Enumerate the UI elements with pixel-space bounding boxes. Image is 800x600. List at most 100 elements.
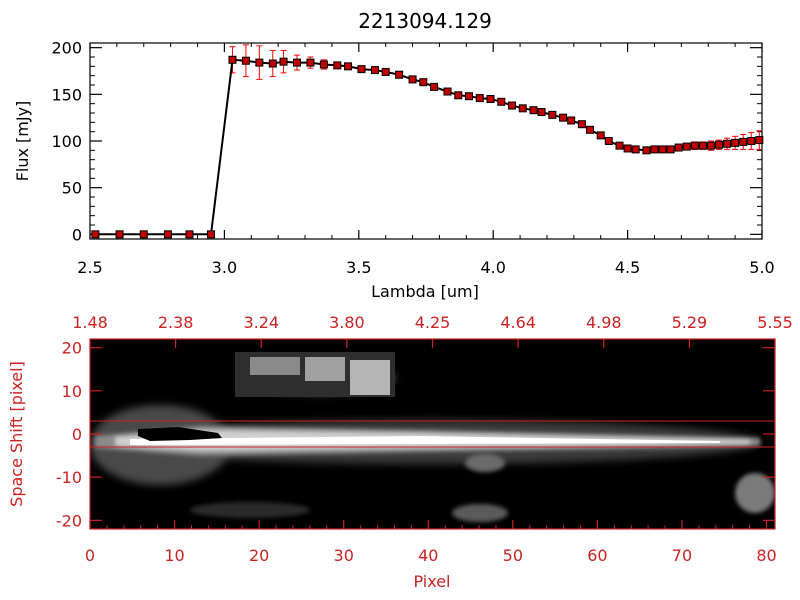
data-point-marker — [268, 59, 277, 68]
data-point-marker — [682, 142, 691, 151]
extraction-lines — [90, 420, 775, 448]
image-top-tick-label: 4.25 — [415, 313, 451, 332]
data-point-marker — [370, 66, 379, 75]
data-point-marker — [739, 137, 748, 146]
data-point-marker — [747, 137, 756, 145]
image-top-tick-label: 4.64 — [500, 313, 536, 332]
data-point-marker — [537, 108, 546, 117]
image-x-tick-label: 20 — [249, 546, 269, 565]
y-tick-label: 100 — [51, 132, 82, 151]
image-top-tick-label: 3.24 — [243, 313, 279, 332]
image-y-axis-label: Space Shift [pixel] — [7, 361, 26, 507]
data-point-marker — [642, 146, 651, 155]
spectrum-line — [95, 58, 760, 236]
data-point-marker — [333, 61, 342, 70]
data-point-marker — [508, 101, 517, 110]
data-point-marker — [529, 106, 538, 115]
x-tick-label: 2.5 — [77, 258, 102, 277]
data-point-marker — [443, 87, 452, 96]
data-point-marker — [518, 104, 527, 113]
data-point-marker — [255, 58, 264, 67]
data-point-marker — [319, 60, 328, 69]
data-point-marker — [567, 116, 576, 125]
spectrum-x-axis-label: Lambda [um] — [371, 282, 479, 301]
spectrum-plot: 2213094.129 2.5 3.0 3.5 4.0 4.5 5.0 0 50 100 150… — [13, 9, 775, 301]
data-point-marker — [559, 113, 568, 122]
spectral-image — [90, 339, 775, 529]
x-tick-label: 3.0 — [212, 258, 237, 277]
data-point-marker — [292, 58, 301, 67]
data-point-marker — [139, 230, 148, 239]
image-blob-3 — [735, 473, 775, 513]
x-tick-label: 5.0 — [749, 258, 774, 277]
image-top-tick-label: 5.29 — [672, 313, 708, 332]
data-point-marker — [408, 75, 417, 84]
spectrum-y-axis-label: Flux [mJy] — [13, 101, 32, 182]
image-x-tick-label: 60 — [587, 546, 607, 565]
data-point-marker — [666, 145, 675, 154]
image-x-tick-label: 50 — [503, 546, 523, 565]
plot-title: 2213094.129 — [358, 9, 492, 33]
image-x-axis-label: Pixel — [413, 572, 450, 591]
data-point-marker — [631, 145, 640, 154]
y-tick-label: 150 — [51, 85, 82, 104]
data-point-marker — [91, 230, 100, 239]
spectral-image-panel: 1.48 2.38 3.24 3.80 4.25 4.64 4.98 5.29 5.55 0 10… — [7, 313, 793, 591]
y-tick-label: 0 — [72, 225, 82, 244]
data-point-marker — [395, 70, 404, 79]
data-point-marker — [419, 78, 428, 87]
data-point-marker — [115, 230, 124, 239]
image-y-tick-label: 0 — [72, 425, 82, 444]
y-tick-label: 200 — [51, 39, 82, 58]
image-x-ticks: 0 10 20 30 40 50 60 70 80 — [85, 520, 777, 565]
data-point-marker — [596, 131, 605, 140]
data-point-marker — [650, 145, 659, 154]
x-tick-label: 4.5 — [615, 258, 640, 277]
data-point-marker — [430, 82, 439, 91]
trace-core — [130, 436, 720, 445]
data-point-marker — [486, 95, 495, 103]
image-x-tick-label: 0 — [85, 546, 95, 565]
image-top-wavelength-ticks: 1.48 2.38 3.24 3.80 4.25 4.64 4.98 5.29 5.55 — [72, 313, 793, 348]
data-point-marker — [604, 137, 613, 145]
image-top-tick-label: 4.98 — [586, 313, 622, 332]
data-point-marker — [206, 230, 215, 239]
image-block-bright-3 — [350, 360, 390, 395]
x-tick-label: 3.5 — [346, 258, 371, 277]
data-point-marker — [279, 57, 288, 66]
data-point-marker — [714, 140, 723, 149]
data-point-marker — [690, 141, 699, 150]
spectrum-markers — [91, 55, 764, 239]
trace-saturated-hole — [138, 427, 222, 441]
data-point-marker — [163, 230, 172, 239]
image-block-bright-1 — [250, 357, 300, 375]
data-point-marker — [454, 91, 463, 100]
spectrum-y-ticks: 0 50 100 150 200 — [51, 39, 762, 244]
data-point-marker — [585, 125, 594, 134]
image-top-tick-label: 2.38 — [158, 313, 194, 332]
data-point-marker — [623, 144, 632, 153]
data-point-marker — [381, 67, 390, 76]
image-x-tick-label: 10 — [164, 546, 184, 565]
image-blob-1 — [465, 454, 505, 472]
data-point-marker — [577, 120, 586, 129]
image-y-ticks: 20 10 0 -10 -20 — [56, 339, 775, 530]
image-top-tick-label: 5.55 — [757, 313, 793, 332]
data-point-marker — [228, 55, 237, 64]
data-point-marker — [344, 62, 353, 71]
image-y-tick-label: 10 — [62, 382, 82, 401]
data-point-marker — [731, 138, 740, 147]
image-y-tick-label: -20 — [56, 511, 82, 530]
data-point-marker — [755, 136, 764, 145]
image-x-tick-label: 80 — [756, 546, 776, 565]
data-point-marker — [306, 58, 315, 67]
data-point-marker — [241, 56, 250, 65]
image-blob-4 — [190, 502, 310, 518]
data-point-marker — [615, 141, 624, 150]
data-point-marker — [185, 230, 194, 239]
data-point-marker — [475, 94, 484, 103]
data-point-marker — [723, 139, 732, 148]
image-y-tick-label: 20 — [62, 339, 82, 358]
spectrum-x-ticks: 2.5 3.0 3.5 4.0 4.5 5.0 — [77, 43, 775, 277]
